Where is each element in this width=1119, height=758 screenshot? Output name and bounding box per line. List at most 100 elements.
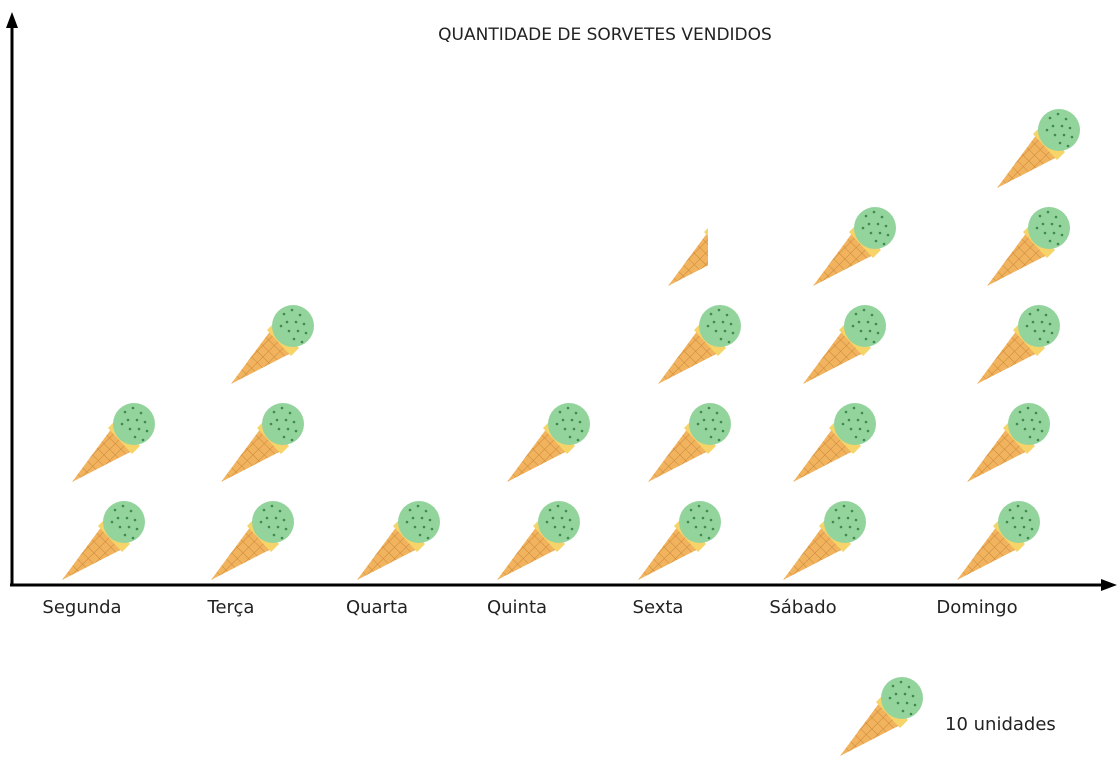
sprinkle [284,527,288,531]
sprinkle [1011,516,1015,520]
sprinkle [705,509,709,513]
sprinkle [280,406,284,410]
ice-cream-icon [72,403,155,482]
sprinkle [864,214,868,218]
sprinkle [139,411,143,415]
sprinkle [896,701,900,705]
icon-column [957,109,1080,580]
sprinkle [428,518,432,522]
icon-column [497,403,590,580]
sprinkle [580,429,584,433]
cone-waffle [357,526,419,580]
x-tick-label: Sábado [769,597,836,618]
sprinkle [1032,427,1036,431]
sprinkle [270,504,274,508]
sprinkle [913,703,917,707]
sprinkle [872,340,876,344]
sprinkle [298,313,302,317]
sprinkle [131,536,135,540]
sprinkle [711,418,715,422]
ice-cream-icon [638,501,721,580]
sprinkle [1033,329,1037,333]
sprinkle [561,418,565,422]
sprinkle [574,411,578,415]
sprinkle [882,242,886,246]
sprinkle [292,420,296,424]
sprinkle [717,438,721,442]
ice-cream-icon [62,501,145,580]
cone-waffle [72,428,134,482]
scoop [1028,207,1070,249]
sprinkle [1034,411,1038,415]
sprinkle [837,516,841,520]
legend [840,677,923,756]
sprinkle [734,232,737,235]
sprinkle [137,427,141,431]
cone-waffle [997,134,1059,188]
sprinkle [548,508,552,512]
ice-cream-icon [793,403,876,482]
sprinkle [123,533,127,537]
sprinkle [849,427,853,431]
sprinkle [110,520,114,524]
scoop [1038,109,1080,151]
sprinkle [725,232,728,235]
sprinkle [420,516,424,520]
scoop [1018,305,1060,347]
cone-waffle [62,526,124,580]
sprinkle [296,329,300,333]
sprinkle [1028,435,1032,439]
cone-waffle [507,428,569,482]
sprinkle [422,525,426,529]
sprinkle [1038,420,1042,424]
sprinkle [686,520,690,524]
sprinkle [859,329,863,333]
sprinkle [844,410,848,414]
sprinkle [899,680,903,684]
sprinkle [874,322,878,326]
sprinkle [424,509,428,513]
sprinkle [556,504,560,508]
sprinkle [1018,533,1022,537]
sprinkle [858,427,862,431]
sprinkle [562,525,566,529]
sprinkle [1031,320,1035,324]
sprinkle [290,308,294,312]
sprinkle [272,533,276,537]
ice-cream-icon [813,207,896,286]
sprinkle [284,418,288,422]
sprinkle [1062,133,1066,137]
scoop [689,403,731,445]
scoop [103,501,145,543]
sprinkle [856,527,860,531]
sprinkle [1056,242,1060,246]
ice-cream-icon [967,403,1050,482]
scoop [998,501,1040,543]
sprinkle [864,420,868,424]
sprinkle [113,508,117,512]
sprinkle [290,438,294,442]
sprinkle [709,518,713,522]
sprinkle [1046,340,1050,344]
sprinkle [566,536,570,540]
sprinkle [1068,126,1072,130]
sprinkle [282,312,286,316]
sprinkle [276,525,280,529]
cone-waffle [668,232,708,286]
sprinkle [118,525,122,529]
sprinkle [866,429,870,433]
sprinkle [901,709,905,713]
sprinkle [868,329,872,333]
sprinkle [1036,308,1040,312]
sprinkle [1030,418,1034,422]
sprinkle [721,429,725,433]
sprinkle [709,435,713,439]
sprinkle [545,520,549,524]
sprinkle [568,518,572,522]
ice-cream-icon [668,207,751,286]
scoop [113,403,155,445]
scoop [709,207,751,249]
sprinkle [1060,233,1064,237]
sprinkle [408,508,412,512]
sprinkle [878,231,882,235]
